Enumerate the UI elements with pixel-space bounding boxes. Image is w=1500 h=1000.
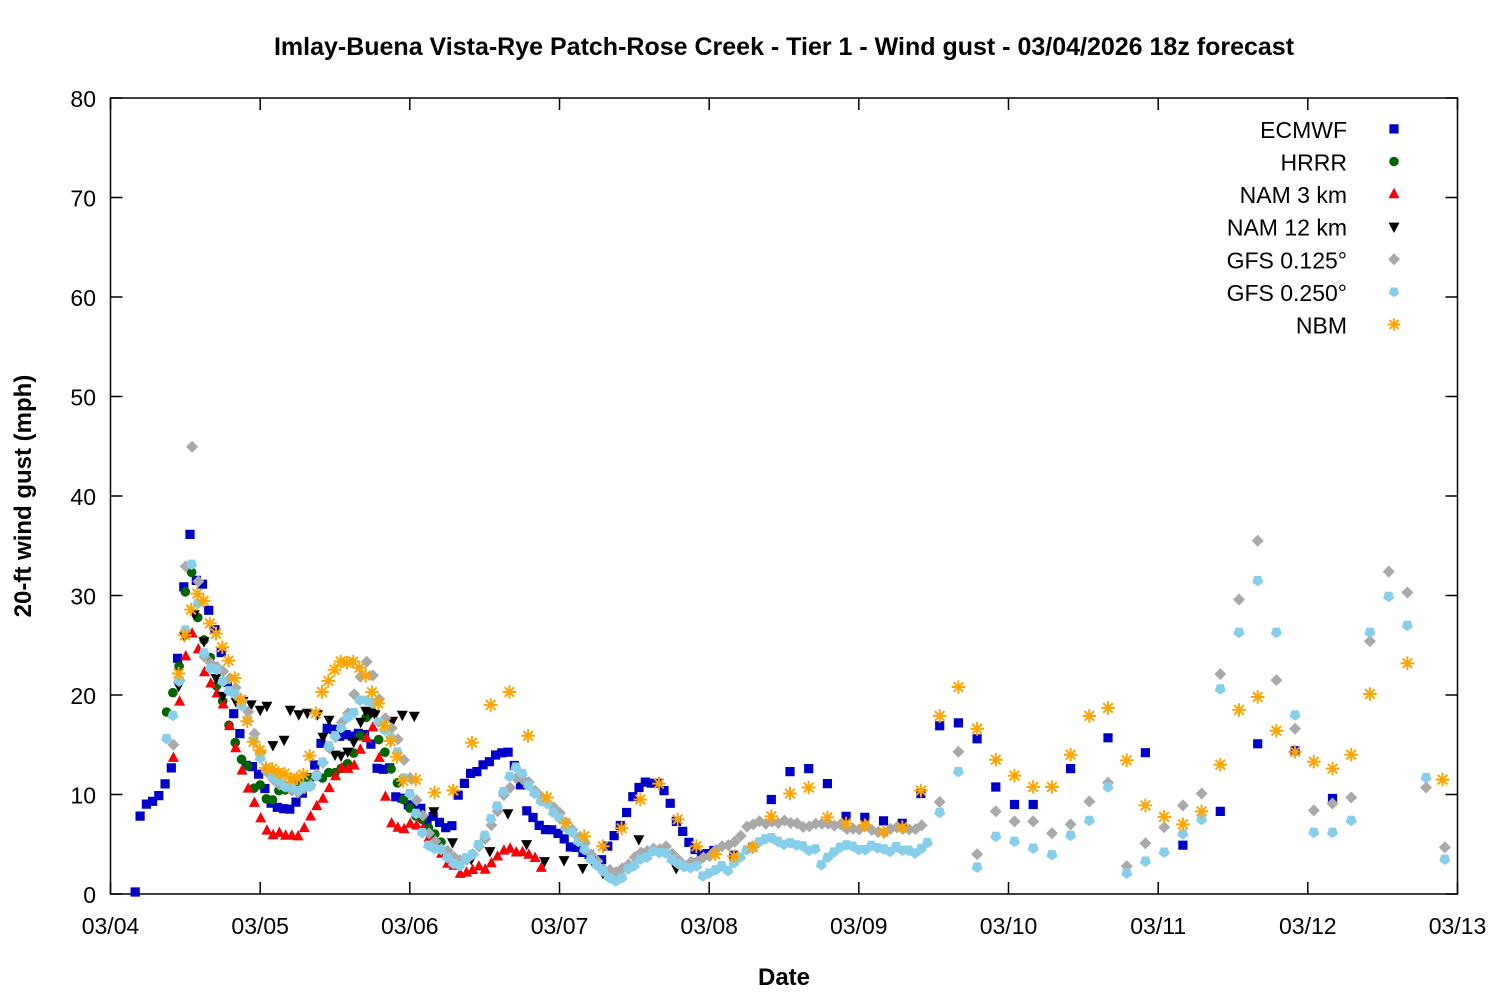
svg-text:03/06: 03/06	[381, 913, 439, 939]
svg-text:20: 20	[70, 683, 96, 709]
svg-text:03/11: 03/11	[1130, 913, 1186, 939]
svg-text:Date: Date	[758, 964, 810, 991]
svg-text:70: 70	[70, 186, 96, 212]
svg-text:03/12: 03/12	[1279, 913, 1337, 939]
svg-text:30: 30	[70, 584, 96, 610]
svg-text:03/10: 03/10	[980, 913, 1038, 939]
svg-text:03/07: 03/07	[531, 913, 589, 939]
svg-text:03/09: 03/09	[830, 913, 888, 939]
svg-text:03/08: 03/08	[680, 913, 738, 939]
svg-text:Imlay-Buena Vista-Rye Patch-Ro: Imlay-Buena Vista-Rye Patch-Rose Creek -…	[274, 33, 1295, 61]
svg-text:03/04: 03/04	[82, 913, 140, 939]
svg-text:03/13: 03/13	[1429, 913, 1487, 939]
svg-text:60: 60	[70, 285, 96, 311]
svg-text:NAM 3 km: NAM 3 km	[1240, 182, 1347, 208]
svg-text:20-ft wind gust (mph): 20-ft wind gust (mph)	[10, 375, 37, 618]
svg-text:80: 80	[70, 86, 96, 112]
svg-text:HRRR: HRRR	[1281, 150, 1347, 176]
svg-text:03/05: 03/05	[231, 913, 289, 939]
svg-text:40: 40	[70, 484, 96, 510]
svg-text:NAM 12 km: NAM 12 km	[1227, 215, 1347, 241]
svg-text:10: 10	[70, 783, 96, 809]
svg-text:GFS 0.125°: GFS 0.125°	[1227, 247, 1347, 273]
svg-text:GFS 0.250°: GFS 0.250°	[1227, 280, 1347, 306]
svg-text:ECMWF: ECMWF	[1260, 117, 1347, 143]
svg-text:0: 0	[83, 882, 96, 908]
svg-text:50: 50	[70, 385, 96, 411]
svg-text:NBM: NBM	[1296, 313, 1347, 339]
